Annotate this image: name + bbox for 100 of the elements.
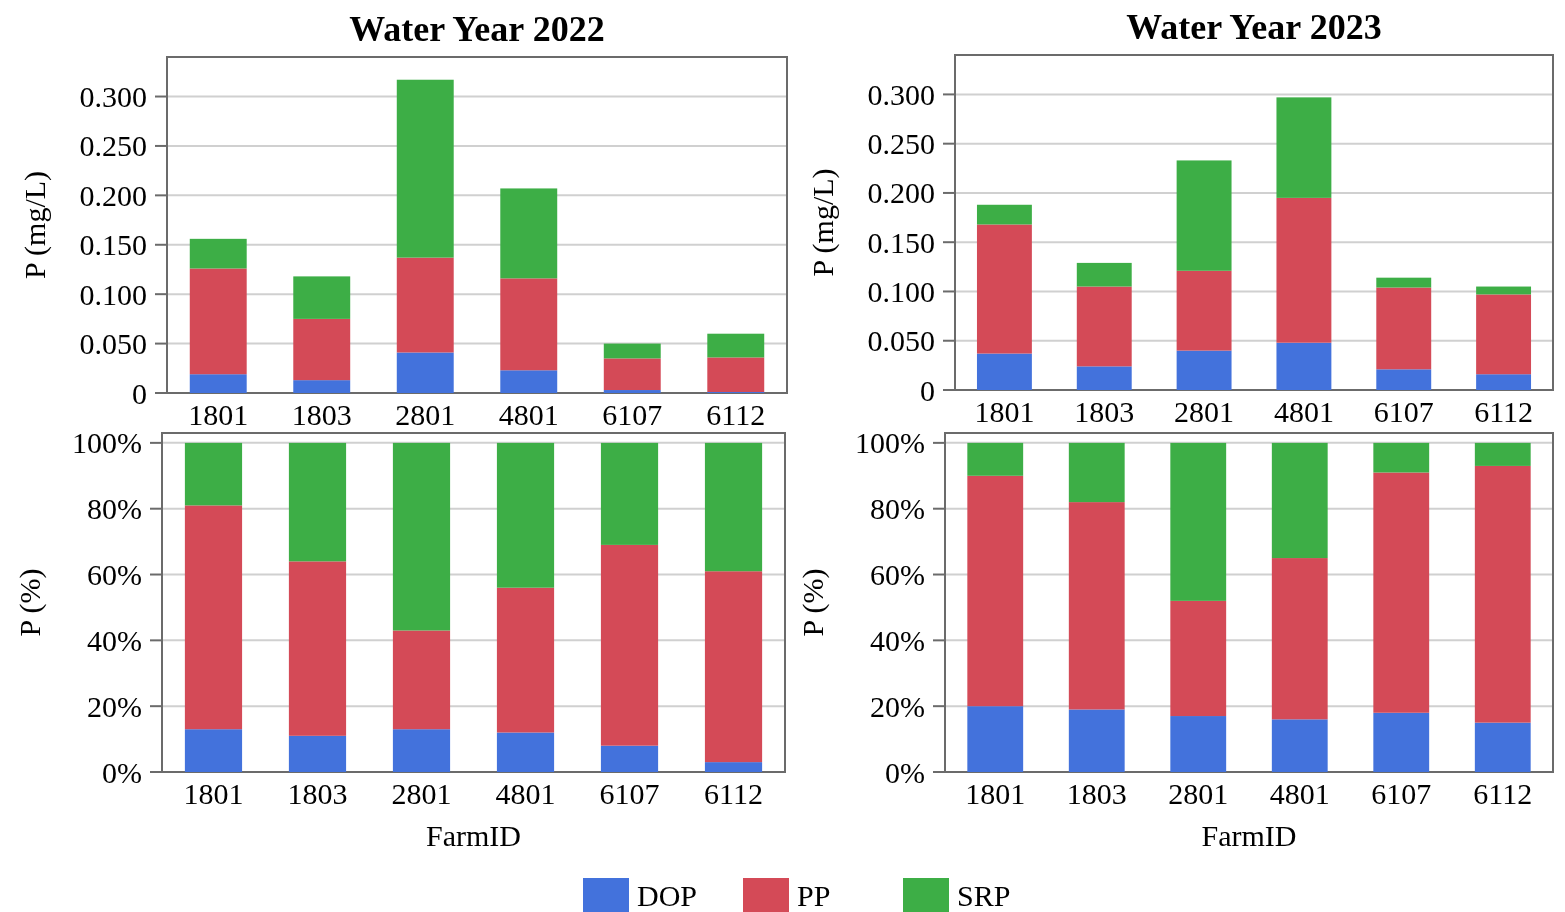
y-tick-label: 60%: [87, 558, 142, 592]
bar: [976, 224, 1032, 354]
bar: [967, 442, 1024, 476]
bar: [1076, 366, 1132, 390]
chart-title: Water Year 2023: [1126, 7, 1382, 47]
x-tick-label: 6112: [706, 398, 766, 431]
bar: [603, 343, 661, 359]
bar: [1170, 716, 1227, 772]
y-tick-label: 0: [920, 373, 935, 407]
y-axis-title: P (%): [796, 568, 830, 637]
bar: [184, 442, 243, 506]
y-tick-label: 0%: [885, 755, 925, 789]
bar: [1276, 342, 1332, 390]
x-tick-label: 4801: [495, 777, 556, 810]
y-tick-label: 0%: [102, 755, 142, 789]
y-tick-label: 0: [132, 376, 147, 410]
bar: [496, 442, 555, 588]
x-tick-label: 1801: [183, 777, 244, 810]
y-tick-label: 40%: [870, 623, 925, 657]
bar: [704, 762, 763, 772]
x-tick-label: 4801: [498, 398, 559, 431]
x-tick-label: 1801: [188, 398, 249, 431]
bar: [293, 380, 351, 393]
bar: [396, 79, 454, 258]
x-tick-label: 2801: [1168, 777, 1229, 810]
y-tick-label: 0.050: [79, 327, 147, 361]
bar: [1476, 374, 1532, 390]
bar: [392, 729, 451, 772]
x-tick-label: 6112: [1474, 395, 1534, 428]
bar: [288, 442, 347, 562]
bar: [184, 505, 243, 730]
x-axis-title: FarmID: [426, 819, 521, 852]
bar: [1376, 369, 1432, 390]
bar: [293, 276, 351, 319]
y-tick-label: 0.050: [867, 324, 935, 358]
y-tick-label: 0.300: [79, 80, 147, 114]
bar: [707, 357, 765, 393]
y-tick-label: 80%: [87, 492, 142, 526]
bar: [600, 745, 659, 772]
bar: [1271, 442, 1328, 559]
bar: [1271, 719, 1328, 772]
bar: [1068, 442, 1125, 503]
bar: [1176, 270, 1232, 351]
x-tick-label: 6107: [1371, 777, 1432, 810]
bar: [1068, 502, 1125, 710]
bar: [603, 390, 661, 393]
bar: [288, 735, 347, 772]
bar: [1076, 262, 1132, 287]
y-tick-label: 0.250: [867, 127, 935, 161]
y-tick-label: 100%: [855, 426, 925, 460]
bar: [396, 257, 454, 353]
x-tick-label: 6112: [1473, 777, 1533, 810]
x-tick-label: 6107: [599, 777, 660, 810]
bar: [600, 544, 659, 746]
x-axis-title: FarmID: [1201, 819, 1297, 852]
y-axis-title: P (mg/L): [806, 168, 840, 277]
y-tick-label: 0.250: [79, 129, 147, 163]
x-tick-label: 2801: [395, 398, 456, 431]
bar: [1474, 442, 1531, 466]
x-tick-label: 4801: [1269, 777, 1330, 810]
bar: [600, 442, 659, 545]
y-tick-label: 0.200: [79, 178, 147, 212]
x-tick-label: 1803: [287, 777, 348, 810]
bar: [976, 353, 1032, 390]
bar: [1170, 600, 1227, 717]
y-tick-label: 40%: [87, 623, 142, 657]
x-tick-label: 1803: [1074, 395, 1135, 428]
bar: [293, 318, 351, 381]
y-tick-label: 20%: [87, 689, 142, 723]
y-tick-label: 60%: [870, 558, 925, 592]
bar: [392, 442, 451, 631]
bar: [704, 571, 763, 763]
bar: [1276, 97, 1332, 198]
bar: [704, 442, 763, 572]
bar: [1176, 160, 1232, 271]
bar: [496, 587, 555, 733]
bar: [288, 561, 347, 736]
x-tick-label: 1803: [1066, 777, 1127, 810]
x-tick-label: 2801: [391, 777, 452, 810]
bar: [976, 204, 1032, 225]
y-axis-title: P (%): [13, 568, 47, 637]
bar: [1474, 465, 1531, 723]
bar: [1276, 197, 1332, 343]
y-tick-label: 0.100: [79, 277, 147, 311]
bar: [1170, 442, 1227, 601]
y-axis-title: P (mg/L): [18, 170, 52, 280]
bar: [189, 268, 247, 375]
legend-label: PP: [797, 878, 831, 912]
bar: [707, 333, 765, 358]
bar: [1376, 287, 1432, 370]
bar: [184, 729, 243, 772]
bar: [967, 706, 1024, 772]
x-tick-label: 6112: [704, 777, 763, 810]
y-tick-label: 0.150: [867, 225, 935, 259]
bar: [500, 278, 558, 371]
x-tick-label: 6107: [1373, 395, 1434, 428]
x-tick-label: 1801: [974, 395, 1035, 428]
bar: [500, 370, 558, 393]
bar: [967, 475, 1024, 707]
bar: [1376, 277, 1432, 288]
